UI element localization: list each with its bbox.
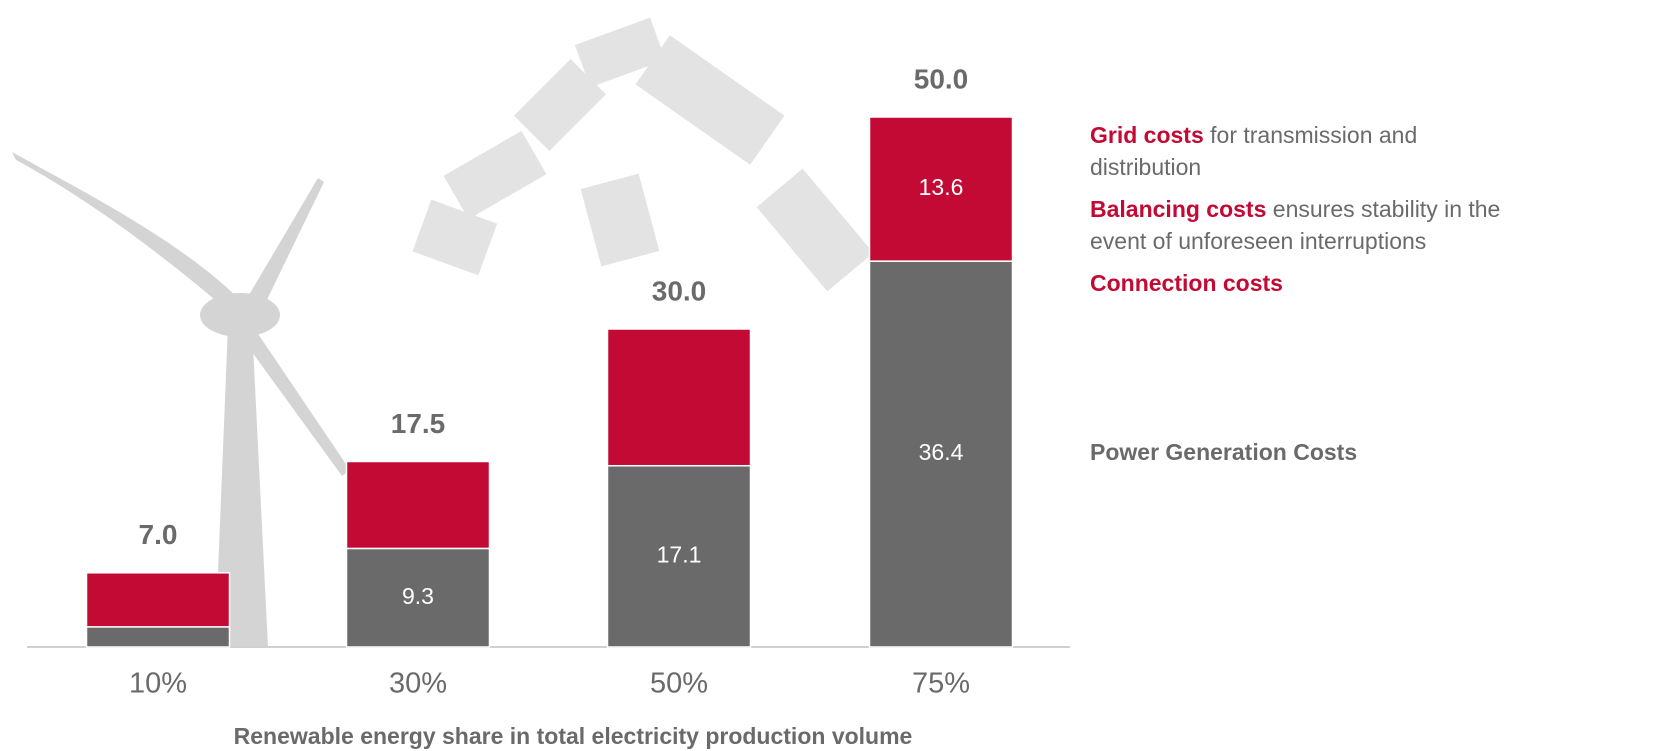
value-label: 9.3 xyxy=(402,583,434,609)
x-tick-label: 30% xyxy=(389,668,447,700)
bar-segment xyxy=(608,329,751,466)
bar-segment xyxy=(87,627,230,647)
total-label: 7.0 xyxy=(139,519,178,550)
x-axis-title: Renewable energy share in total electric… xyxy=(234,723,913,749)
turbine-blade xyxy=(246,178,324,310)
bar-segment xyxy=(347,462,490,549)
total-label: 30.0 xyxy=(652,275,707,306)
legend-entry: Balancing costs ensures stability in the… xyxy=(1090,196,1500,254)
total-label: 50.0 xyxy=(914,63,969,94)
legend-text: distribution xyxy=(1090,154,1201,180)
value-label: 13.6 xyxy=(919,174,964,200)
chart: Renewable energy share in total electric… xyxy=(0,0,1678,751)
value-label: 17.1 xyxy=(657,541,702,567)
x-tick-label: 10% xyxy=(129,668,187,700)
x-tick-label: 50% xyxy=(650,668,708,700)
value-label: 36.4 xyxy=(919,439,964,465)
total-label: 17.5 xyxy=(391,408,446,439)
legend-bold: Connection costs xyxy=(1090,270,1283,296)
x-tick-label: 75% xyxy=(912,668,970,700)
legend-bold: Balancing costs xyxy=(1090,196,1266,222)
legend-entry: Power Generation Costs xyxy=(1090,439,1357,465)
legend-text: event of unforeseen interruptions xyxy=(1090,228,1426,254)
turbine-blade xyxy=(12,152,240,318)
legend-text: ensures stability in the xyxy=(1266,196,1500,222)
legend-text: for transmission and xyxy=(1204,122,1417,148)
legend-entry: Connection costs xyxy=(1090,270,1283,296)
money-notes xyxy=(413,18,874,292)
legend-bold: Grid costs xyxy=(1090,122,1204,148)
bar-segment xyxy=(87,573,230,627)
